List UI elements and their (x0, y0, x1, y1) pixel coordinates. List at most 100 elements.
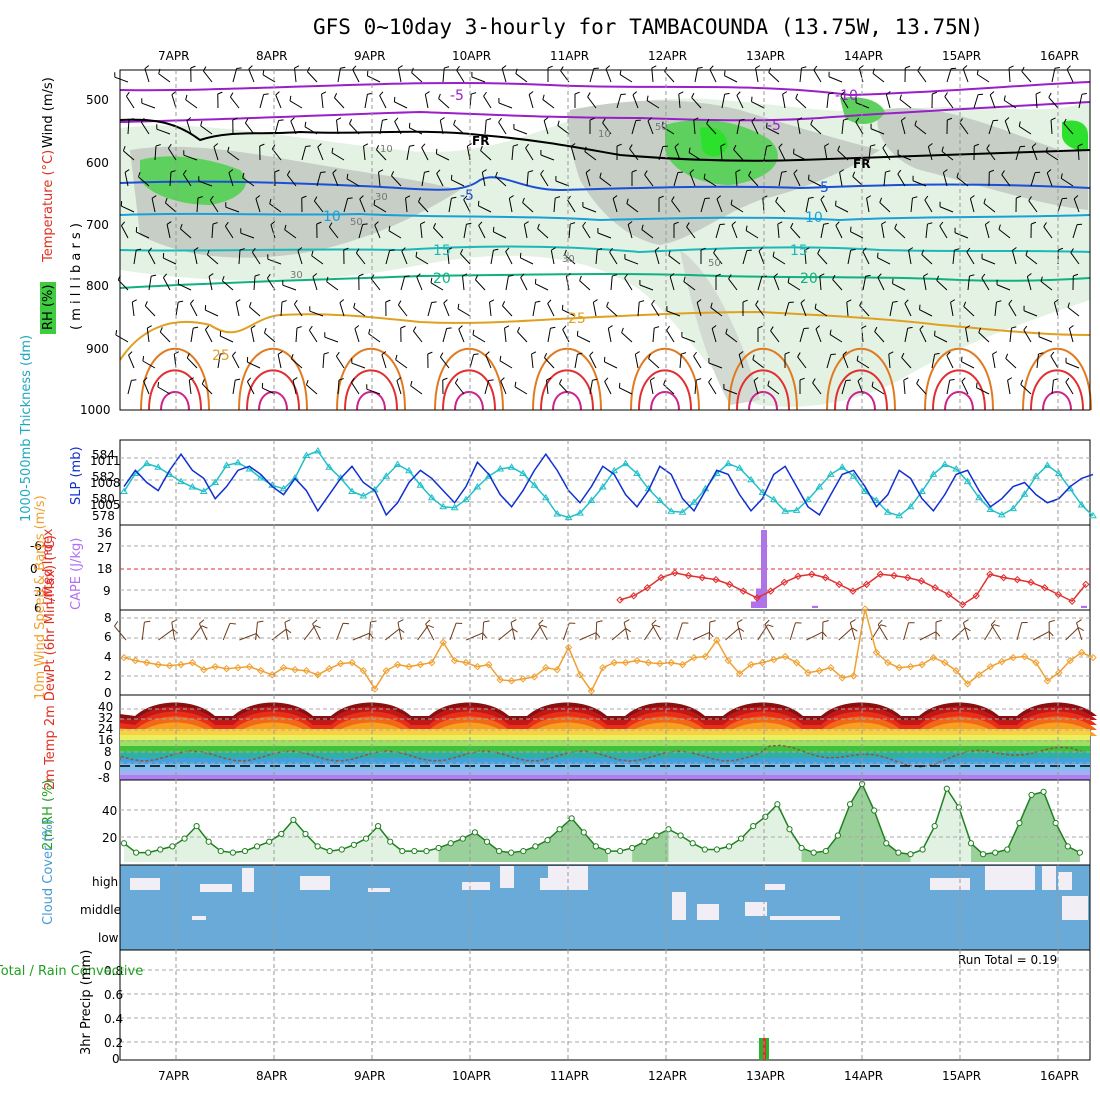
wind-barb (466, 222, 472, 225)
data-point (633, 656, 641, 665)
wind-barb (795, 93, 799, 99)
wind-barb (693, 355, 702, 369)
wind-barb (540, 154, 555, 161)
wind-barb (399, 628, 405, 633)
wind-barb (872, 68, 875, 74)
wind-barb (557, 120, 560, 126)
wind-barb (212, 222, 218, 225)
wind-barb (430, 277, 433, 283)
data-point (580, 829, 587, 836)
wind-barb (334, 93, 338, 98)
cloud-gap (130, 878, 160, 890)
wind-barb (998, 228, 1011, 239)
wind-barb (163, 257, 177, 265)
wind-barb (523, 224, 528, 239)
cloud-gap (368, 888, 390, 892)
wind-barb (973, 94, 979, 109)
data-point (792, 506, 801, 513)
data-point (314, 843, 321, 850)
data-point (1028, 791, 1035, 799)
rh-green-shade (840, 97, 885, 124)
wind-barb (674, 143, 680, 148)
wind-barb (865, 274, 871, 277)
wind-barb (208, 276, 213, 291)
wind-barb (943, 169, 948, 173)
wind-barb (625, 628, 632, 633)
wind-barb (773, 273, 779, 278)
wind-barb (777, 221, 783, 225)
data-point (291, 474, 299, 481)
wind-barb (755, 300, 759, 306)
wind-barb (764, 624, 775, 641)
wind-barb (996, 284, 1011, 291)
wind-barb (328, 226, 339, 239)
wind-barb (835, 221, 840, 226)
wind-barb (1063, 118, 1067, 124)
isotherm-loop (736, 369, 790, 411)
wind-barb (651, 65, 657, 69)
wind-barb (757, 276, 763, 291)
data-point (815, 483, 824, 490)
wind-barb (493, 248, 499, 251)
wind-barb (209, 199, 219, 213)
wind-barb (1078, 94, 1083, 109)
wind-barb (815, 328, 822, 343)
wind-barb (904, 303, 912, 317)
data-point (604, 847, 612, 855)
wind-barb (708, 362, 723, 369)
wind-barb (178, 300, 184, 303)
wind-barb (277, 351, 283, 355)
wind-barb (481, 172, 486, 187)
wind-barb (1003, 95, 1006, 101)
wind-barb (703, 178, 717, 187)
data-point (302, 451, 311, 458)
wind-barb (773, 276, 780, 291)
slp-series (123, 452, 1094, 517)
wind-barb (289, 95, 292, 101)
wind-barb (914, 120, 917, 126)
wind-barb (1065, 627, 1079, 641)
wind-barb (362, 223, 368, 225)
wind-barb (343, 622, 350, 625)
data-point (576, 509, 584, 516)
wind-barb (231, 355, 240, 369)
wind-barb (317, 143, 322, 148)
wind-barb (368, 333, 381, 343)
data-point (143, 658, 151, 667)
slp-axis-label: SLP (mb) (69, 446, 84, 505)
wind-barb (693, 351, 697, 357)
temp2m-tick: 40 (98, 700, 113, 714)
wind-barb (255, 633, 261, 639)
data-point (532, 843, 539, 850)
wind-barb (814, 308, 828, 317)
wind-barb (236, 67, 242, 69)
pressure-tick: 500 (86, 93, 109, 107)
wind-barb (914, 124, 927, 135)
wind-barb (1076, 619, 1082, 624)
freezing-level (119, 118, 1091, 162)
wind-barb (813, 65, 818, 71)
wind-barb (793, 169, 798, 174)
wind-barb (799, 377, 805, 381)
wind-barb (621, 332, 633, 343)
wind-barb (762, 198, 765, 213)
wind-barb (767, 624, 774, 628)
wind-barb (648, 358, 660, 369)
wind-barb (641, 224, 644, 230)
wind-barb (200, 120, 203, 126)
wind-barb (912, 196, 918, 199)
wind-barb (664, 66, 668, 72)
wind-barb (151, 198, 156, 213)
wind-barb (855, 121, 864, 135)
wind-barb (1045, 151, 1059, 161)
wind-barb (367, 75, 381, 83)
wind-barb (724, 70, 726, 76)
wind-barb (289, 100, 303, 109)
wind-barb (305, 379, 309, 385)
wind-barb (227, 151, 240, 161)
wind-barb (976, 387, 990, 395)
wind10-tick: 8 (104, 611, 112, 625)
wind-barb (784, 302, 790, 317)
cape-bar (1081, 605, 1087, 608)
thickness-tick: 584 (92, 448, 115, 462)
